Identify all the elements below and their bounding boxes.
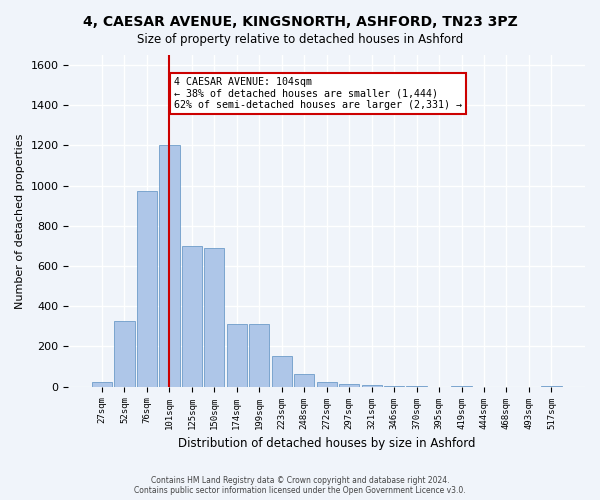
Bar bbox=[115, 322, 134, 386]
Bar bbox=[92, 382, 112, 386]
Bar bbox=[317, 382, 337, 386]
Bar bbox=[227, 324, 247, 386]
Bar bbox=[159, 146, 179, 386]
Bar bbox=[249, 324, 269, 386]
Bar bbox=[294, 374, 314, 386]
Bar bbox=[362, 384, 382, 386]
Bar bbox=[182, 246, 202, 386]
Text: Contains HM Land Registry data © Crown copyright and database right 2024.
Contai: Contains HM Land Registry data © Crown c… bbox=[134, 476, 466, 495]
Y-axis label: Number of detached properties: Number of detached properties bbox=[15, 133, 25, 308]
Text: Size of property relative to detached houses in Ashford: Size of property relative to detached ho… bbox=[137, 32, 463, 46]
Text: 4 CAESAR AVENUE: 104sqm
← 38% of detached houses are smaller (1,444)
62% of semi: 4 CAESAR AVENUE: 104sqm ← 38% of detache… bbox=[174, 77, 462, 110]
Bar bbox=[204, 248, 224, 386]
X-axis label: Distribution of detached houses by size in Ashford: Distribution of detached houses by size … bbox=[178, 437, 475, 450]
Bar bbox=[339, 384, 359, 386]
Bar bbox=[137, 190, 157, 386]
Text: 4, CAESAR AVENUE, KINGSNORTH, ASHFORD, TN23 3PZ: 4, CAESAR AVENUE, KINGSNORTH, ASHFORD, T… bbox=[83, 15, 517, 29]
Bar bbox=[272, 356, 292, 386]
